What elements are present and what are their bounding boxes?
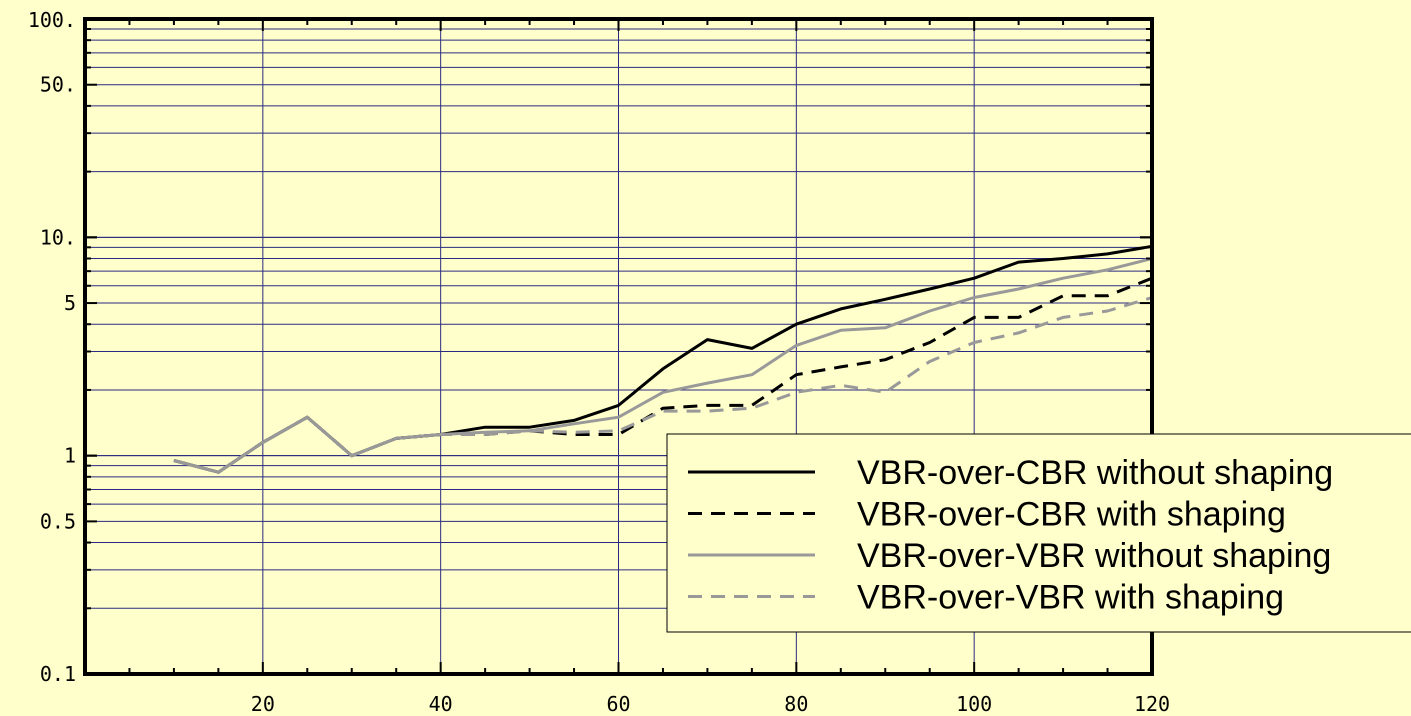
y-tick-label: 5 — [64, 291, 76, 315]
y-tick-label: 10. — [40, 225, 76, 249]
legend-label: VBR-over-VBR without shaping — [857, 537, 1331, 575]
x-tick-labels: 20 40 60 80 100 120 — [251, 692, 1170, 716]
legend-label: VBR-over-CBR without shaping — [857, 454, 1333, 492]
legend-box — [666, 433, 1411, 633]
legend: VBR-over-CBR without shaping VBR-over-CBR… — [666, 433, 1411, 633]
x-tick-label: 80 — [784, 692, 808, 716]
x-tick-label: 120 — [1134, 692, 1170, 716]
x-tick-label: 40 — [429, 692, 453, 716]
series-line-3 — [173, 296, 1153, 474]
legend-label: VBR-over-CBR with shaping — [857, 496, 1286, 534]
x-tick-label: 100 — [956, 692, 992, 716]
y-tick-labels: 0.1 0.5 1 5 10. 50. 100. — [28, 8, 76, 686]
series-lines — [173, 244, 1153, 474]
x-tick-label: 20 — [251, 692, 275, 716]
grid — [85, 19, 1152, 674]
x-tick-label: 60 — [606, 692, 630, 716]
y-tick-label: 0.5 — [40, 509, 76, 533]
legend-label: VBR-over-VBR with shaping — [857, 579, 1284, 617]
y-tick-label: 50. — [40, 73, 76, 97]
y-tick-label: 0.1 — [40, 662, 76, 686]
y-tick-label: 1 — [64, 444, 76, 468]
y-tick-label: 100. — [28, 8, 76, 32]
axis-ticks — [83, 17, 1154, 676]
